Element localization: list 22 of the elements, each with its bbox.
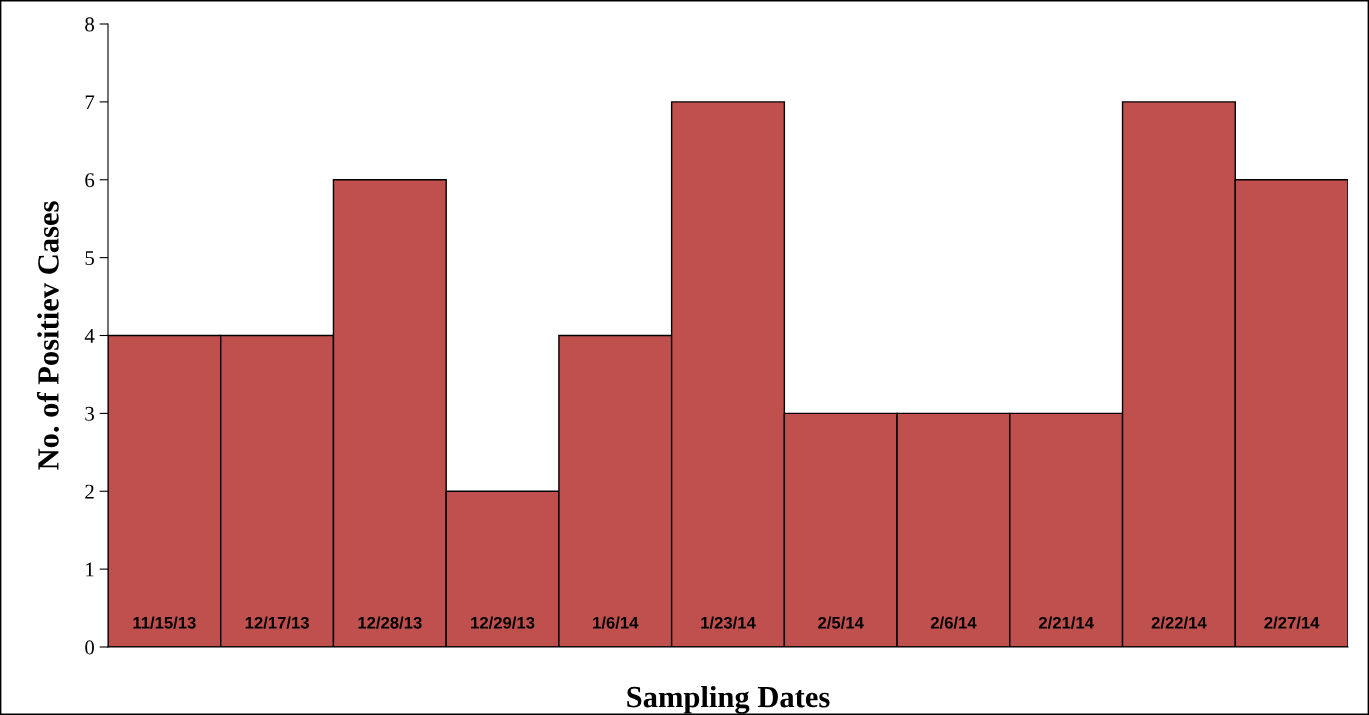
x-tick-label: 12/17/13 — [245, 616, 309, 629]
y-tick-label: 4 — [84, 329, 95, 343]
x-tick-label: 12/28/13 — [358, 616, 422, 629]
y-tick-label: 8 — [85, 17, 95, 32]
x-axis-title: Sampling Dates — [627, 685, 830, 714]
x-tick-label: 2/27/14 — [1264, 616, 1320, 629]
y-tick-label: 6 — [85, 173, 95, 188]
x-tick-label: 2/5/14 — [818, 616, 864, 629]
y-tick-label: 1 — [86, 562, 94, 577]
y-tick-label: 0 — [85, 640, 95, 655]
x-tick-label: 2/6/14 — [930, 616, 977, 629]
y-tick-label: 7 — [85, 95, 95, 110]
x-tick-label: 1/6/14 — [593, 616, 639, 629]
x-tick-label: 12/29/13 — [471, 616, 535, 629]
y-axis-title: No. of Positiev Cases — [36, 201, 59, 470]
y-tick-label: 5 — [85, 251, 94, 266]
y-tick-label: 3 — [85, 406, 94, 421]
x-tick-label: 11/15/13 — [133, 616, 196, 629]
x-tick-label: 2/21/14 — [1038, 616, 1094, 629]
y-tick-label: 2 — [85, 484, 94, 499]
x-tick-label: 2/22/14 — [1151, 616, 1207, 629]
x-tick-label: 1/23/14 — [701, 616, 756, 629]
